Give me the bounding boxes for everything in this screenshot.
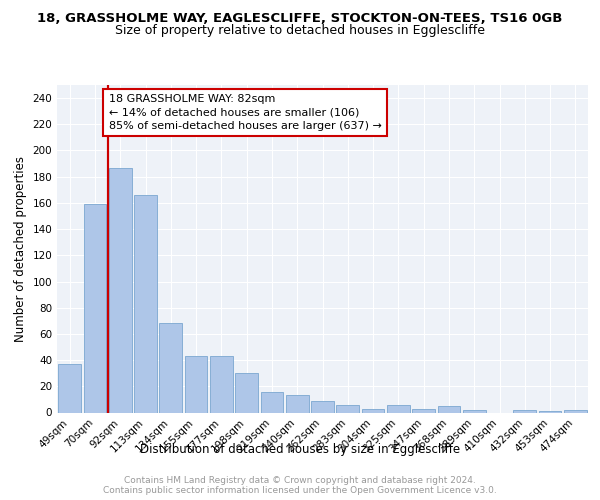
Bar (437, 406, 460, 412)
Text: Size of property relative to detached houses in Egglescliffe: Size of property relative to detached ho… (115, 24, 485, 37)
Bar (160, 324, 182, 412)
Bar (311, 400, 334, 412)
Bar (564, 410, 587, 412)
Text: Contains HM Land Registry data © Crown copyright and database right 2024.
Contai: Contains HM Land Registry data © Crown c… (103, 476, 497, 495)
Bar (260, 392, 283, 412)
Bar (362, 408, 385, 412)
Bar (514, 410, 536, 412)
Bar (539, 411, 562, 412)
Bar (134, 195, 157, 412)
Bar (185, 356, 208, 412)
Bar (58, 364, 81, 412)
Bar (109, 168, 131, 412)
Text: 18 GRASSHOLME WAY: 82sqm
← 14% of detached houses are smaller (106)
85% of semi-: 18 GRASSHOLME WAY: 82sqm ← 14% of detach… (109, 94, 382, 130)
Bar (337, 404, 359, 412)
Bar (412, 408, 435, 412)
Text: Distribution of detached houses by size in Egglescliffe: Distribution of detached houses by size … (140, 442, 460, 456)
Bar (235, 373, 258, 412)
Bar (463, 410, 485, 412)
Bar (83, 204, 106, 412)
Bar (210, 356, 233, 412)
Text: 18, GRASSHOLME WAY, EAGLESCLIFFE, STOCKTON-ON-TEES, TS16 0GB: 18, GRASSHOLME WAY, EAGLESCLIFFE, STOCKT… (37, 12, 563, 26)
Bar (286, 396, 308, 412)
Bar (387, 404, 410, 412)
Y-axis label: Number of detached properties: Number of detached properties (14, 156, 27, 342)
